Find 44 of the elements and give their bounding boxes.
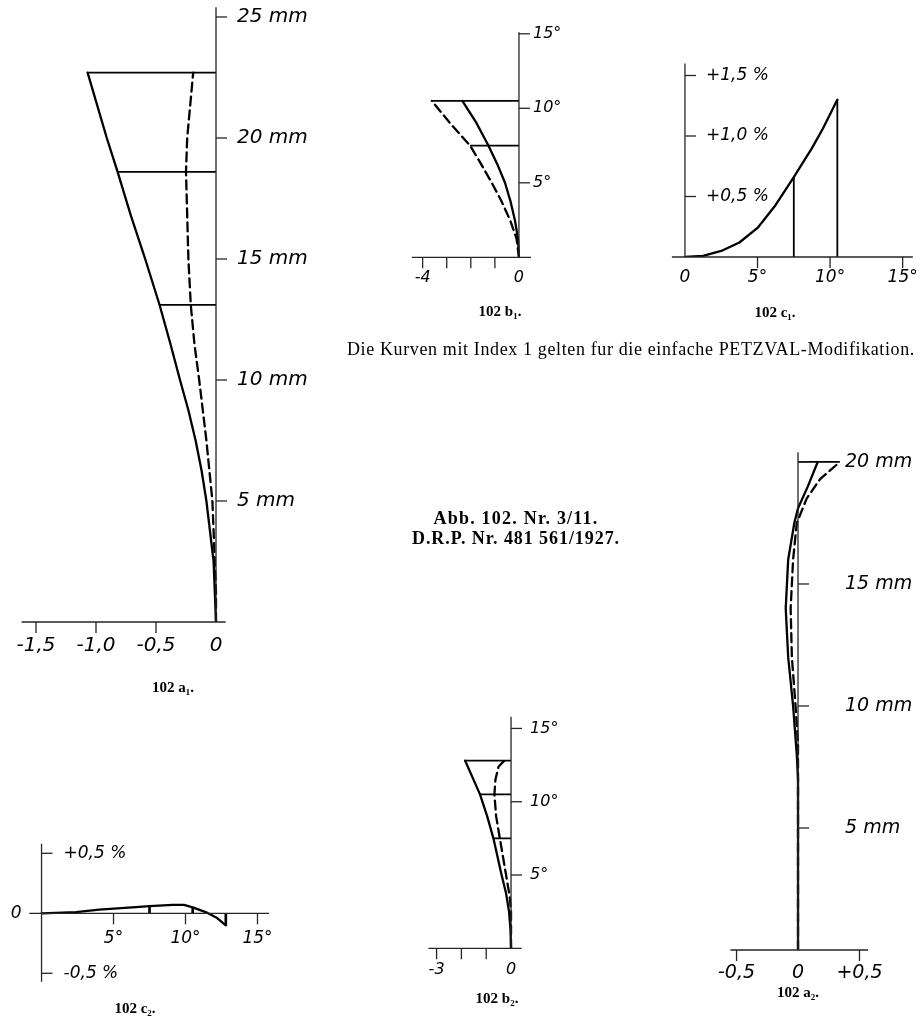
text: 102 c₂. (114, 999, 156, 1016)
x-tick-label: 0 (209, 632, 223, 657)
x-tick-label: -1,5 (16, 632, 56, 657)
text: 102 a₁. (152, 678, 194, 695)
text: 102 c₁. (754, 303, 796, 320)
y-tick-label: 10 mm (845, 692, 913, 715)
text: 102 b₂. (475, 989, 519, 1006)
x-tick-label: -3 (428, 959, 445, 979)
y-tick-label: 25 mm (237, 3, 308, 28)
y-tick-label: +0,5 % (63, 841, 127, 862)
x-tick-label: -0,5 (718, 959, 756, 982)
text: 102 a₂. (777, 983, 819, 1000)
x-tick-label: -0,5 (136, 632, 176, 657)
x-tick-label: -1,0 (76, 632, 116, 657)
x-tick-label: 0 (679, 266, 691, 287)
y-tick-label: 15 mm (845, 570, 913, 593)
y-tick-label: 15° (530, 717, 559, 737)
y-tick-label: 5 mm (845, 814, 901, 837)
y-tick-label: -0,5 % (63, 961, 119, 982)
y-tick-label: +1,5 % (705, 63, 769, 84)
x-tick-label: 10° (815, 266, 846, 287)
y-tick-label: 20 mm (237, 124, 308, 149)
caption: Abb. 102. Nr. 3/11. (433, 507, 599, 529)
y-tick-label: +0,5 % (705, 184, 769, 205)
y-tick-label: 10 mm (237, 366, 308, 391)
text: Die Kurven mit Index 1 gelten fur die einfache PETZVAL-Modifikation. (347, 338, 915, 360)
y-tick-label: 5° (530, 864, 549, 884)
x-tick-label: 0 (505, 959, 517, 979)
y-tick-label: 10° (530, 790, 559, 810)
x-tick-label: -4 (414, 267, 431, 287)
x-tick-label: 0 (791, 959, 805, 982)
text: D.R.P. Nr. 481 561/1927. (412, 527, 620, 549)
x-tick-label: 10° (170, 926, 201, 947)
annotation: 0 (10, 901, 22, 922)
y-tick-label: 15° (532, 22, 562, 42)
text: 102 b₁. (478, 302, 522, 319)
y-tick-label: 20 mm (845, 448, 913, 471)
y-tick-label: 5 mm (237, 487, 296, 512)
y-tick-label: 10° (532, 97, 562, 117)
y-tick-label: 5° (532, 171, 552, 191)
y-tick-label: 15 mm (237, 245, 308, 270)
y-tick-label: +1,0 % (705, 124, 769, 145)
x-tick-label: 0 (513, 267, 525, 287)
x-tick-label: +0,5 (836, 959, 883, 982)
